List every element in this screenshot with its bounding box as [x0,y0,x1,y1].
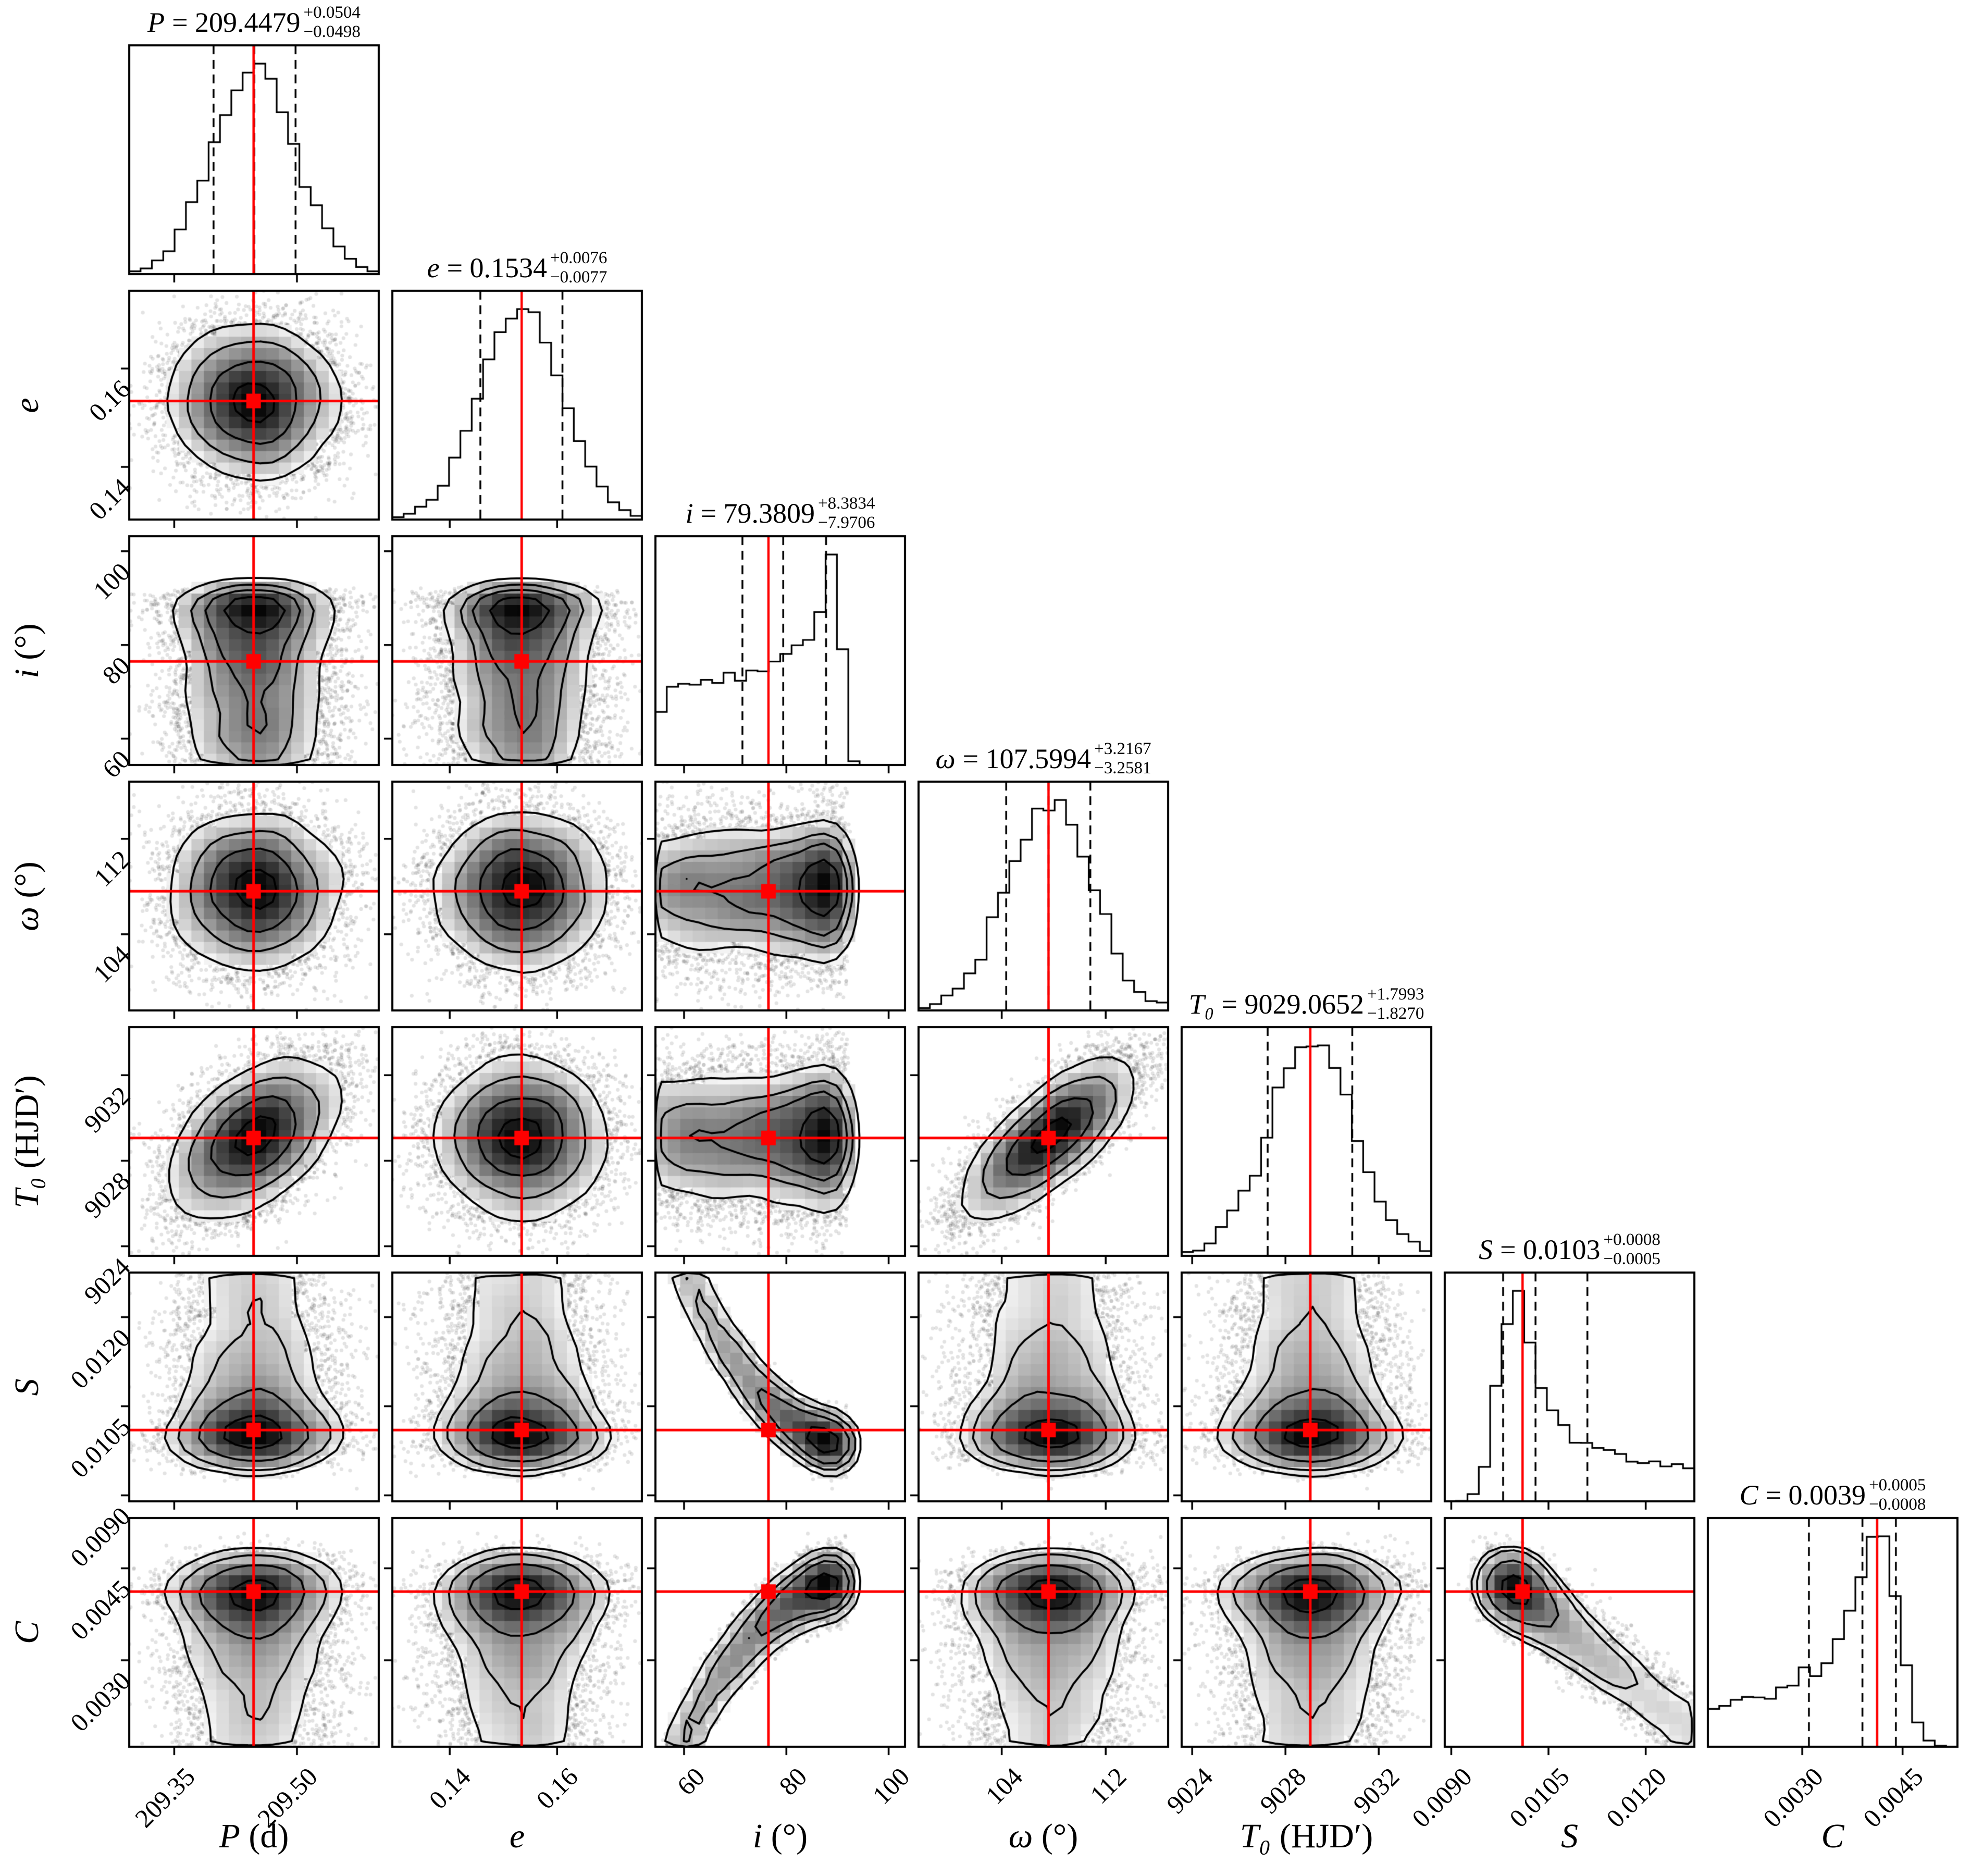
title-err-minus: −0.0005 [1603,1250,1660,1268]
axis-symbol: ω [1008,1817,1033,1855]
y-axis-label-e: e [7,398,47,413]
title-errors: +0.0504 −0.0498 [304,3,361,42]
axis-symbol: e [509,1817,525,1855]
axis-symbol: C [8,1621,46,1644]
title-err-plus: +0.0008 [1603,1230,1660,1250]
panel-title-e: e = 0.1534 +0.0076 −0.0077 [392,249,642,287]
axis-symbol: C [1821,1817,1844,1855]
axis-symbol: S [1561,1817,1578,1855]
axis-unit: (°) [762,1817,808,1855]
title-symbol: i [685,498,693,529]
x-axis-label-T0: T₀ (HJD′) [1182,1817,1431,1856]
panel-title-C: C = 0.0039 +0.0005 −0.0008 [1708,1476,1957,1514]
title-value: = 0.1534 [447,252,548,283]
title-errors: +3.2167 −3.2581 [1094,739,1151,778]
x-axis-label-S: S [1445,1817,1694,1856]
panel-title-omega: ω = 107.5994 +3.2167 −3.2581 [919,739,1168,778]
x-axis-label-omega: ω (°) [919,1817,1168,1856]
axis-symbol: ω [8,906,46,931]
y-axis-label-i: i (°) [7,623,47,678]
panel-title-S: S = 0.0103 +0.0008 −0.0005 [1445,1230,1694,1269]
axis-symbol: T₀ [8,1177,46,1208]
title-symbol: S [1479,1234,1493,1265]
y-axis-label-S: S [7,1378,47,1396]
axis-unit: (d) [240,1817,289,1855]
axis-symbol: S [8,1378,46,1396]
title-errors: +1.7993 −1.8270 [1367,985,1424,1023]
title-err-minus: −7.9706 [818,513,875,532]
y-axis-label-T0: T₀ (HJD′) [7,1075,47,1208]
axis-symbol: P [219,1817,240,1855]
axis-unit: (°) [8,861,46,907]
title-symbol: T₀ [1188,989,1214,1020]
panel-title-i: i = 79.3809 +8.3834 −7.9706 [655,494,905,533]
title-err-minus: −0.0498 [303,22,361,41]
title-err-plus: +0.0076 [550,249,608,268]
title-err-plus: +1.7993 [1367,985,1424,1004]
title-symbol: e [427,252,440,283]
title-symbol: C [1739,1479,1758,1511]
x-axis-label-i: i (°) [655,1817,905,1856]
title-err-plus: +0.0504 [303,3,361,22]
axis-symbol: e [8,397,46,413]
axis-symbol: i [752,1817,763,1855]
title-errors: +0.0005 −0.0008 [1869,1476,1926,1514]
axis-unit: (HJD′) [1271,1817,1373,1855]
title-value: = 79.3809 [700,498,815,529]
title-err-plus: +0.0005 [1869,1476,1926,1495]
x-axis-label-C: C [1708,1817,1957,1856]
panel-title-T0: T₀ = 9029.0652 +1.7993 −1.8270 [1182,985,1431,1023]
title-errors: +8.3834 −7.9706 [818,494,875,533]
title-value: = 209.4479 [172,7,301,38]
axis-unit: (°) [8,623,46,669]
title-value: = 0.0039 [1765,1479,1866,1511]
x-axis-label-e: e [392,1817,642,1856]
axis-unit: (°) [1033,1817,1079,1855]
title-value: = 107.5994 [962,743,1092,774]
panel-title-P: P = 209.4479 +0.0504 −0.0498 [129,3,379,42]
title-errors: +0.0076 −0.0077 [550,249,607,287]
title-errors: +0.0008 −0.0005 [1604,1230,1660,1269]
title-err-plus: +3.2167 [1094,739,1151,759]
y-axis-label-omega: ω (°) [7,861,47,931]
title-err-plus: +8.3834 [818,494,875,513]
title-err-minus: −3.2581 [1094,759,1151,777]
y-axis-label-C: C [7,1621,47,1644]
title-symbol: P [147,7,165,38]
title-err-minus: −1.8270 [1367,1004,1424,1023]
axis-unit: (HJD′) [8,1075,46,1177]
title-err-minus: −0.0008 [1869,1495,1926,1514]
title-symbol: ω [935,743,956,774]
axis-symbol: i [8,668,46,678]
x-axis-label-P: P (d) [129,1817,379,1856]
axis-symbol: T₀ [1239,1817,1271,1855]
title-err-minus: −0.0077 [550,268,608,287]
title-value: = 0.0103 [1500,1234,1601,1265]
title-value: = 9029.0652 [1221,989,1364,1020]
